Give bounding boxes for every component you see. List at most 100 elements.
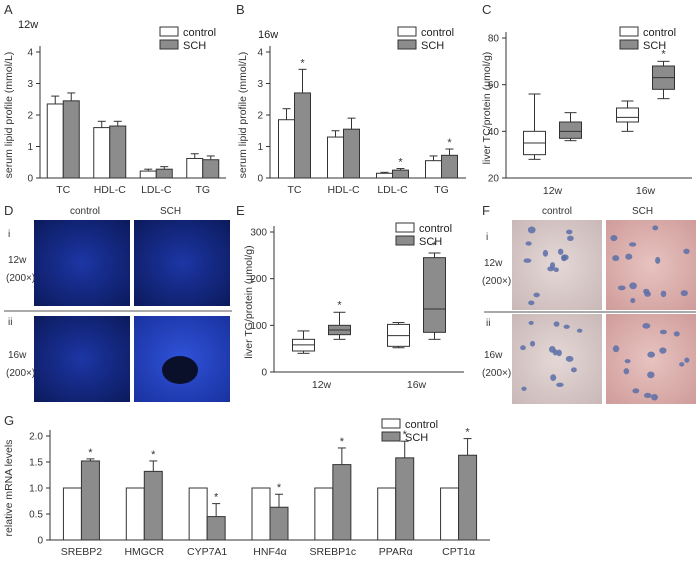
cell-nucleus (528, 320, 534, 325)
cell-nucleus (659, 329, 667, 335)
chart-a-bar-sch (109, 125, 127, 179)
chart-b-legend-swatch-sch (397, 39, 417, 50)
cell-nucleus (612, 345, 620, 353)
chart-b-y-tick-label: 1 (257, 142, 263, 153)
chart-a-y-tick-label: 0 (27, 174, 33, 185)
chart-g-bar-sch (458, 454, 478, 541)
chart-a-legend-label-sch: SCH (183, 40, 206, 52)
cell-nucleus (556, 382, 564, 388)
chart-g-bar-sch (206, 516, 226, 541)
chart-b-category-label: HDL-C (327, 184, 360, 196)
cell-nucleus (610, 235, 618, 242)
chart-g-significance-marker: * (340, 436, 345, 448)
cell-nucleus (529, 340, 536, 347)
row-time-i-f: 12w (484, 258, 503, 269)
cell-nucleus (550, 374, 557, 382)
cell-nucleus (647, 351, 655, 358)
chart-g-y-tick-label: 1.0 (29, 484, 43, 495)
chart-e: 0 100 200 300 liver TG/protein (μmol/g) contr… (243, 222, 464, 391)
cell-nucleus (659, 347, 667, 354)
panel-label-c: C (482, 2, 491, 17)
cell-nucleus (567, 235, 574, 242)
chart-b-bar-control (376, 172, 393, 179)
chart-g-bar-control (440, 487, 460, 541)
panel-label-b: B (236, 2, 245, 17)
cell-nucleus (617, 285, 626, 291)
cell-nucleus (684, 357, 690, 363)
chart-a-bar-control (93, 127, 111, 179)
chart-b-y-tick-label: 0 (257, 174, 263, 185)
cell-nucleus (557, 248, 564, 255)
chart-g-legend-swatch-sch (381, 431, 401, 442)
chart-c-y-tick-label: 60 (488, 80, 500, 91)
chart-b-bar-sch (343, 128, 360, 179)
micrograph-d-i-control (34, 220, 130, 306)
chart-e-legend-swatch-control (395, 222, 415, 233)
cell-nucleus (576, 328, 583, 333)
cell-nucleus (642, 323, 651, 329)
cell-nucleus (632, 388, 640, 394)
col-label-sch-f: SCH (632, 206, 653, 217)
row-label-i-f: i (486, 232, 488, 243)
chart-g-legend-swatch-control (381, 418, 401, 429)
micrograph-f-ii-control (512, 314, 602, 404)
dark-vessel-spot (162, 356, 198, 384)
cell-nucleus (625, 253, 633, 260)
chart-e-category-label: 16w (407, 379, 427, 391)
chart-a-category-label: TG (195, 184, 210, 196)
chart-c-legend-swatch-control (619, 26, 639, 37)
chart-g-bar-sch (395, 457, 415, 541)
chart-a-legend-swatch-sch (159, 39, 179, 50)
chart-g-significance-marker: * (214, 492, 219, 504)
cell-nucleus (630, 298, 636, 304)
row-mag-ii-f: (200×) (482, 368, 511, 379)
cell-nucleus (520, 345, 526, 351)
micrograph-f-i-sch (606, 220, 696, 310)
chart-c-y-axis-label: liver TC/protein (μmol/g) (481, 52, 493, 165)
chart-b-title: 16w (258, 29, 278, 41)
cell-nucleus (565, 355, 574, 362)
chart-g-category-label: CYP7A1 (187, 546, 227, 558)
chart-a-bar-sch (155, 168, 173, 179)
row-mag-i-d: (200×) (6, 273, 35, 284)
row-time-i-d: 12w (8, 255, 27, 266)
panel-label-g: G (4, 413, 14, 428)
nuclei (520, 225, 690, 401)
chart-b-y-tick-label: 2 (257, 111, 263, 122)
chart-b-category-label: TG (434, 184, 449, 196)
chart-b-legend-label-sch: SCH (421, 40, 444, 52)
cell-nucleus (563, 324, 570, 329)
chart-b-legend-swatch-control (397, 26, 417, 37)
cell-nucleus (673, 331, 680, 337)
chart-g-significance-marker: * (465, 427, 470, 439)
chart-e-significance-marker: * (337, 299, 342, 311)
cell-nucleus (643, 392, 652, 399)
row-label-i-d: i (8, 229, 10, 240)
chart-g-legend-label-control: control (405, 419, 438, 431)
chart-g-bar-sch (332, 464, 352, 541)
chart-c-legend-swatch-sch (619, 39, 639, 50)
chart-g-category-label: SREBP2 (61, 546, 103, 558)
cell-nucleus (655, 256, 661, 264)
chart-a-bar-control (46, 103, 64, 179)
chart-c-significance-marker: * (661, 48, 666, 60)
cell-nucleus (561, 254, 569, 261)
chart-e-y-tick-label: 0 (261, 368, 267, 379)
chart-a-y-tick-label: 4 (27, 48, 33, 59)
chart-a-title: 12w (18, 19, 38, 31)
chart-g-significance-marker: * (403, 429, 408, 441)
row-label-ii-f: ii (486, 318, 490, 329)
chart-b-significance-marker: * (398, 157, 403, 169)
cell-nucleus (651, 393, 658, 401)
chart-e-legend-swatch-sch (395, 235, 415, 246)
cell-nucleus (523, 258, 532, 263)
cell-nucleus (556, 349, 562, 357)
chart-a-category-label: HDL-C (94, 184, 127, 196)
chart-g-y-tick-label: 0 (37, 536, 43, 547)
chart-a-legend-label-control: control (183, 27, 216, 39)
micrograph-panel-f: control SCH i 12w (200×) ii 16w (200×) (482, 206, 696, 404)
chart-b-category-label: LDL-C (377, 184, 408, 196)
cell-nucleus (553, 267, 559, 273)
micrograph-d-i-sch (134, 220, 230, 306)
